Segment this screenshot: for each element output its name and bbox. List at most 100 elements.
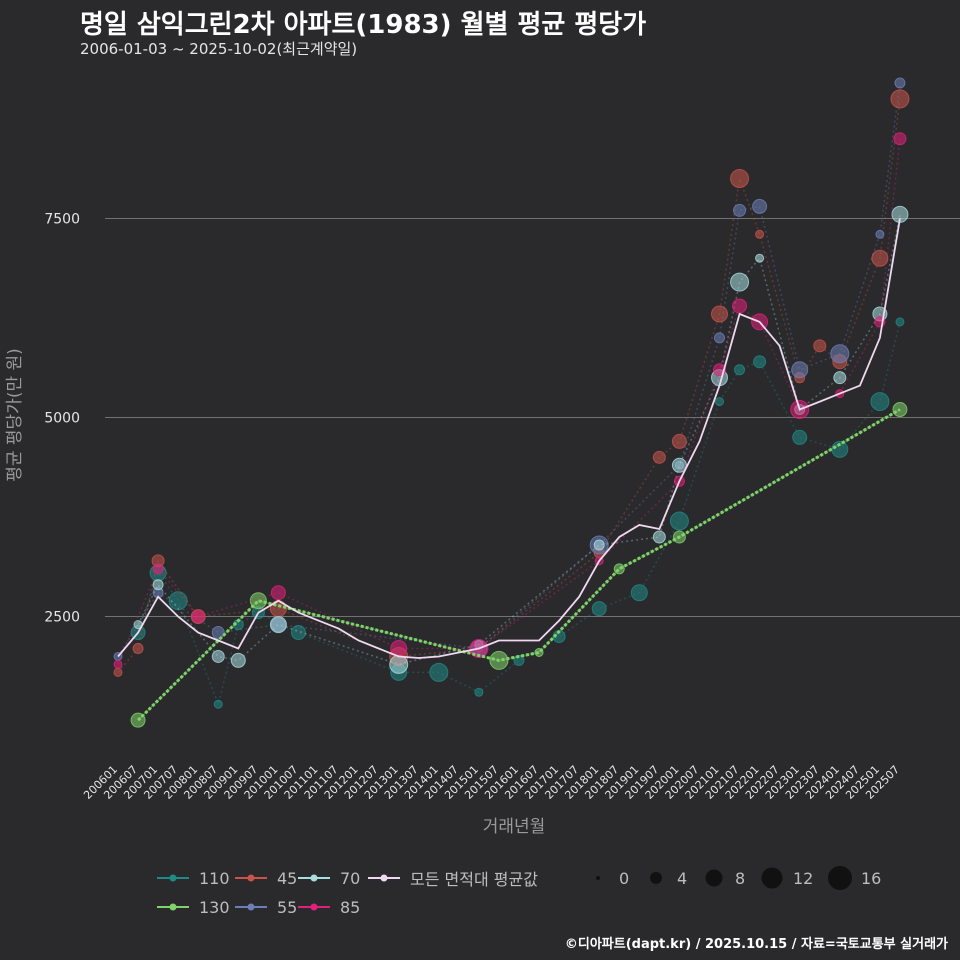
series-85-line <box>117 138 901 665</box>
data-point-70-201301 <box>389 654 409 674</box>
data-point-70-201907 <box>652 530 666 544</box>
legend-key-icon <box>298 874 330 882</box>
size-legend-8: 8 <box>701 865 745 891</box>
legend-key-icon <box>235 903 267 911</box>
size-legend-4: 4 <box>643 865 687 891</box>
data-point-110-202301 <box>792 429 808 445</box>
data-point-85-201001 <box>270 585 286 601</box>
data-point-70-200807 <box>211 649 225 663</box>
data-point-70-200701 <box>152 579 164 591</box>
data-point-110-201901 <box>630 584 648 602</box>
size-key-icon <box>650 872 662 884</box>
legend-label: 110 <box>199 868 230 888</box>
data-point-45-202201 <box>755 229 765 239</box>
series-70-markers <box>133 205 909 674</box>
x-axis-title: 거래년월 <box>483 817 546 837</box>
legend-key-icon <box>157 903 189 911</box>
series-130-line <box>137 408 901 721</box>
series-55-line <box>117 82 901 657</box>
series-average-line <box>117 218 901 659</box>
data-point-85-202507 <box>893 132 907 146</box>
series-110-line <box>137 321 901 707</box>
legend-label: 55 <box>277 897 298 917</box>
data-point-55-202301 <box>791 361 809 379</box>
data-point-70-202001 <box>671 457 687 473</box>
size-legend-label: 12 <box>793 868 814 888</box>
size-key-icon <box>828 866 852 890</box>
series-45-line <box>117 98 901 673</box>
data-point-85-202107 <box>732 298 748 314</box>
data-point-45-202001 <box>671 433 687 449</box>
legend-label: 70 <box>340 868 361 888</box>
legend-key-icon <box>157 874 189 882</box>
y-tick-label-5000: 5000 <box>44 411 80 427</box>
legend-item-130: 130 <box>155 894 230 920</box>
data-point-70-202107 <box>730 272 750 292</box>
series-130-trend <box>137 408 901 722</box>
series-70-line <box>137 214 901 666</box>
legend-item-110: 110 <box>155 865 230 891</box>
data-point-55-202101 <box>714 332 725 344</box>
legend-key-icon <box>368 874 400 882</box>
y-tick-label-7500: 7500 <box>44 211 80 227</box>
data-point-110-201401 <box>429 662 449 682</box>
size-legend-0: 0 <box>585 865 629 891</box>
size-key-icon <box>761 867 783 889</box>
data-point-110-202501 <box>870 392 890 412</box>
size-legend-12: 12 <box>759 865 813 891</box>
data-point-45-202107 <box>730 169 750 189</box>
chart-title: 명일 삼익그린2차 아파트(1983) 월별 평균 평당가 <box>80 10 647 40</box>
data-point-55-202507 <box>894 77 906 89</box>
legend-item-average: 모든 면적대 평균값 <box>366 865 538 891</box>
data-point-70-201801 <box>593 539 605 551</box>
data-point-130-200907 <box>249 592 267 610</box>
data-point-110-202401 <box>831 440 849 458</box>
data-point-45-202507 <box>890 89 910 109</box>
data-point-85-200701 <box>152 563 164 575</box>
source-caption: ©디아파트(dapt.kr) / 2025.10.15 / 자료=국토교통부 실… <box>564 937 948 952</box>
legend-key-icon <box>235 874 267 882</box>
data-point-110-201007 <box>290 625 306 641</box>
series-45-markers <box>113 89 910 677</box>
data-point-45-201907 <box>652 450 666 464</box>
data-point-70-201001 <box>269 616 287 634</box>
data-point-55-202107 <box>733 203 747 217</box>
size-legend-label: 16 <box>861 868 882 888</box>
data-point-45-202101 <box>711 305 728 323</box>
legend-label: 45 <box>277 868 298 888</box>
data-point-45-202501 <box>871 249 889 267</box>
legend-label: 130 <box>199 897 230 917</box>
legend-key-icon <box>298 903 330 911</box>
data-point-110-200807 <box>213 699 223 709</box>
data-point-70-202401 <box>833 371 847 385</box>
legend-item-85: 85 <box>296 894 360 920</box>
size-legend-label: 8 <box>735 868 746 888</box>
legend: 110 45 70 모든 면적대 평균값 130 55 85 0 4 8 12 … <box>155 864 915 924</box>
legend-item-70: 70 <box>296 865 360 891</box>
chart-subtitle: 2006-01-03 ~ 2025-10-02(최근계약일) <box>80 40 358 58</box>
series-85-markers <box>113 132 907 669</box>
size-legend-16: 16 <box>827 865 881 891</box>
legend-item-45: 45 <box>233 865 297 891</box>
y-axis-title: 평균 평당가(만 원) <box>5 348 25 482</box>
data-point-70-200901 <box>230 652 246 668</box>
size-key-icon <box>705 869 723 887</box>
legend-item-55: 55 <box>233 894 297 920</box>
data-point-55-202501 <box>875 229 885 239</box>
data-point-55-202401 <box>830 344 850 364</box>
series-110-markers <box>130 317 905 709</box>
series-130-markers <box>130 402 908 728</box>
data-point-110-202001 <box>669 511 689 531</box>
y-tick-label-2500: 2500 <box>44 610 80 626</box>
data-point-55-202201 <box>752 198 768 214</box>
data-point-110-202507 <box>895 317 905 327</box>
data-point-85-200801 <box>191 610 205 624</box>
legend-label: 모든 면적대 평균값 <box>410 870 538 889</box>
data-point-45-200607 <box>132 642 144 654</box>
data-point-110-202101 <box>715 397 724 407</box>
data-point-110-200707 <box>168 591 188 611</box>
data-point-45-202307 <box>813 339 827 353</box>
data-point-110-201501 <box>474 687 484 697</box>
size-legend-label: 4 <box>677 868 688 888</box>
data-point-110-202107 <box>734 364 746 376</box>
